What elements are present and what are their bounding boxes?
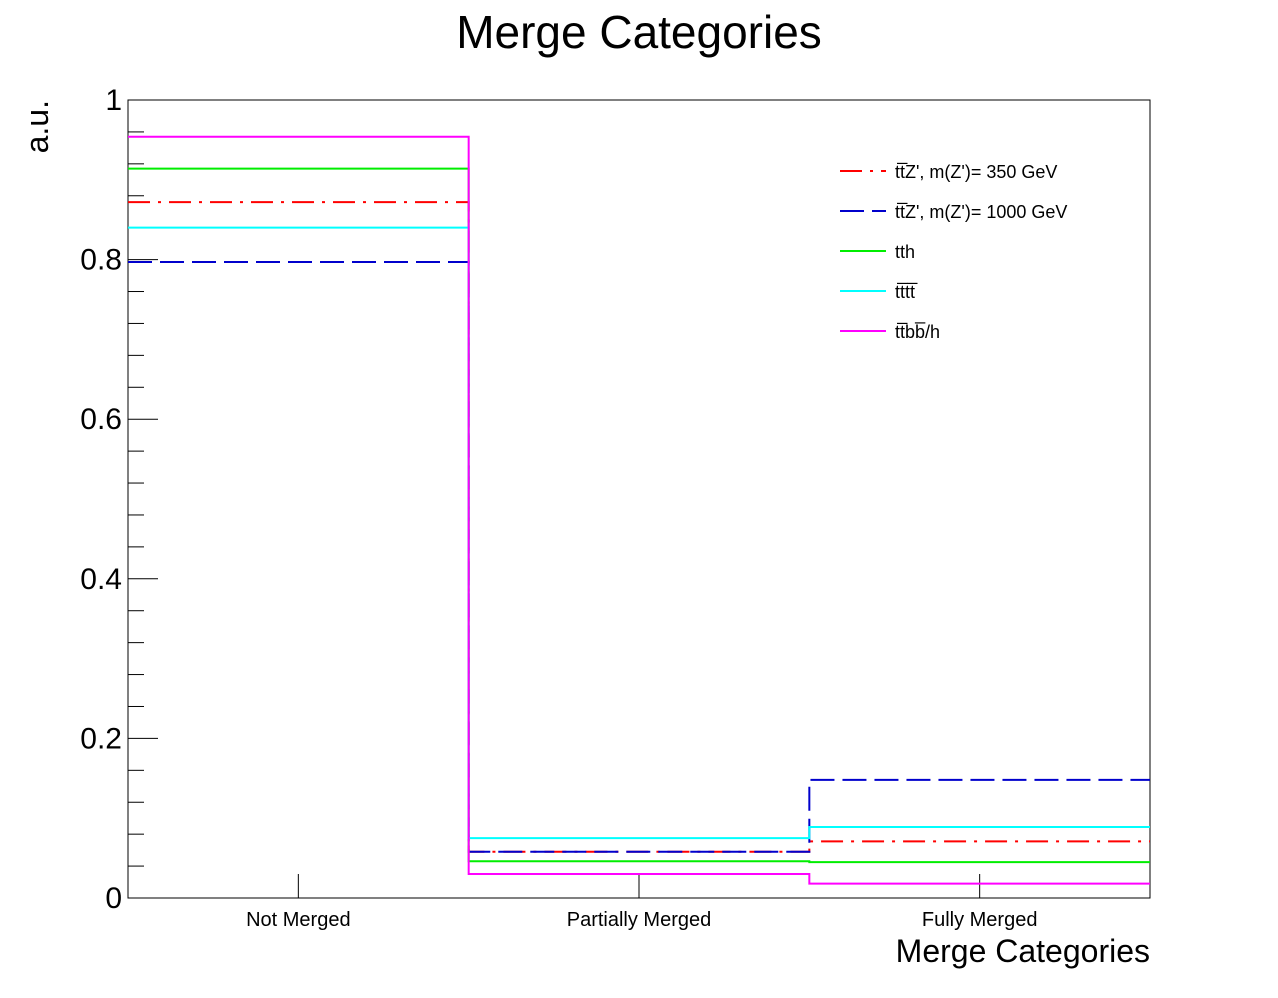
x-category-label: Not Merged [246,909,351,931]
x-axis-title: Merge Categories [896,933,1150,969]
legend-entry: tt̅tt̅ [895,282,918,302]
series-line [128,135,1150,885]
series-line [128,260,1150,853]
y-tick-label: 1 [105,84,122,117]
y-tick-labels: 0 0.2 0.4 0.6 0.8 1 [80,84,122,915]
series-lines [128,135,1150,885]
y-tick-label: 0 [105,882,122,915]
y-tick-label: 0.4 [80,563,122,596]
legend-entry: tth [895,242,915,262]
x-tick-labels: Not Merged Partially Merged Fully Merged [246,909,1037,931]
series-line [128,226,1150,840]
legend-entry: tt̅Z', m(Z')= 1000 GeV [895,202,1067,222]
axis-ticks [128,99,981,899]
y-tick-label: 0.2 [80,722,122,755]
chart-title: Merge Categories [456,6,822,58]
legend-entry: tt̅bb̅/h [895,322,940,342]
series-line [128,201,1150,853]
series-line [128,167,1150,864]
x-category-label: Fully Merged [922,909,1038,931]
legend-entry: tt̅Z', m(Z')= 350 GeV [895,162,1057,182]
y-tick-label: 0.8 [80,244,122,277]
legend: tt̅Z', m(Z')= 350 GeV tt̅Z', m(Z')= 1000 … [840,162,1067,342]
x-category-label: Partially Merged [567,909,712,931]
y-axis-title: a.u. [19,100,55,153]
y-tick-label: 0.6 [80,403,122,436]
